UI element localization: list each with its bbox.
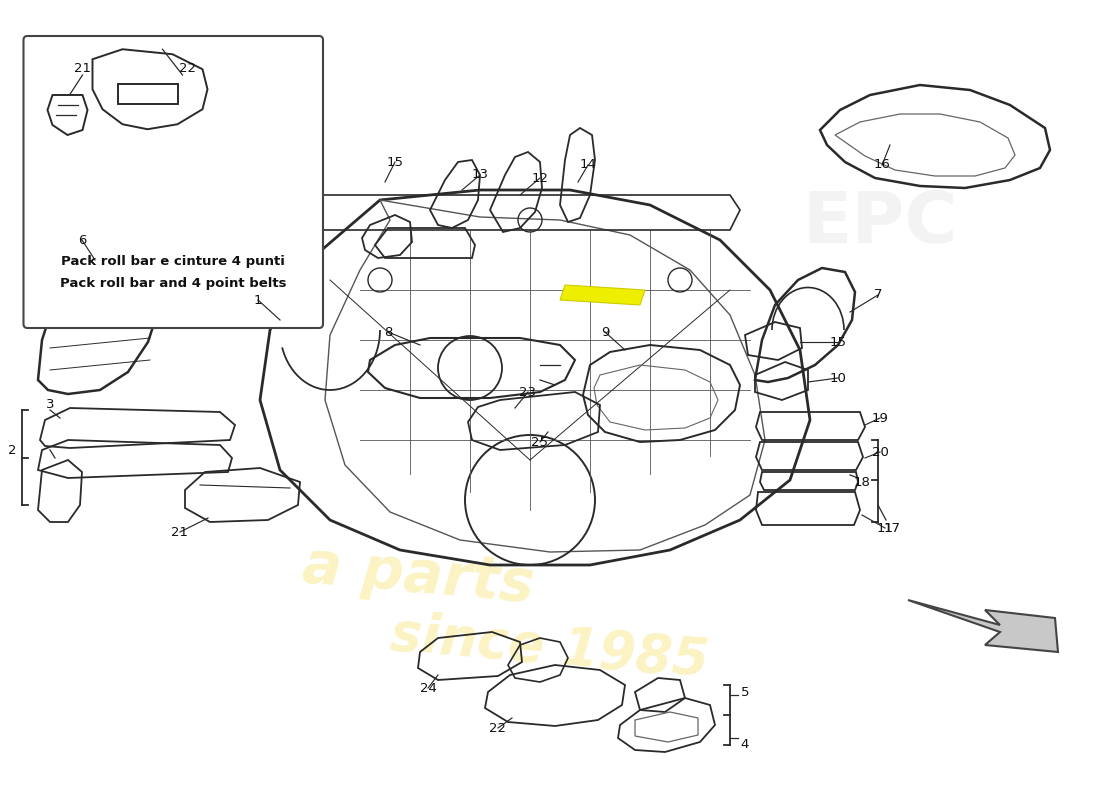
- Text: 8: 8: [384, 326, 393, 338]
- Text: 23: 23: [519, 386, 537, 398]
- Text: 9: 9: [601, 326, 609, 338]
- Text: 7: 7: [873, 289, 882, 302]
- Bar: [153, 288, 175, 308]
- Text: 22: 22: [179, 62, 196, 74]
- Text: 13: 13: [472, 169, 488, 182]
- Text: 19: 19: [871, 411, 889, 425]
- Text: Pack roll bar and 4 point belts: Pack roll bar and 4 point belts: [60, 278, 286, 290]
- Text: 25: 25: [531, 435, 549, 449]
- Polygon shape: [908, 600, 1058, 652]
- Text: 16: 16: [873, 158, 890, 171]
- Text: 3: 3: [46, 398, 54, 411]
- Text: 6: 6: [78, 234, 86, 246]
- Text: since 1985: since 1985: [388, 608, 712, 688]
- Text: 12: 12: [531, 171, 549, 185]
- Text: 24: 24: [419, 682, 437, 694]
- Text: 2: 2: [8, 443, 16, 457]
- Text: Pack roll bar e cinture 4 punti: Pack roll bar e cinture 4 punti: [62, 255, 285, 269]
- Text: 20: 20: [871, 446, 889, 458]
- Text: 22: 22: [490, 722, 506, 734]
- Text: 15: 15: [386, 155, 404, 169]
- Text: 18: 18: [854, 475, 870, 489]
- Text: 14: 14: [580, 158, 596, 171]
- Text: 17: 17: [883, 522, 901, 534]
- Text: a parts: a parts: [300, 538, 536, 614]
- Text: 1: 1: [254, 294, 262, 306]
- Text: 21: 21: [172, 526, 188, 538]
- Polygon shape: [560, 285, 645, 305]
- Text: EPC: EPC: [802, 190, 958, 258]
- Text: 15: 15: [829, 335, 847, 349]
- FancyBboxPatch shape: [23, 36, 323, 328]
- Text: 21: 21: [74, 62, 91, 74]
- Text: 10: 10: [829, 371, 846, 385]
- Text: 11: 11: [877, 522, 893, 534]
- Text: 5: 5: [740, 686, 749, 698]
- Text: 4: 4: [740, 738, 749, 751]
